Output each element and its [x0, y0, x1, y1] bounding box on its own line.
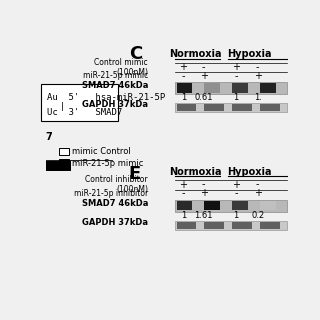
Text: Hypoxia: Hypoxia [227, 49, 272, 60]
Text: |: | [49, 102, 65, 111]
Bar [232, 83, 248, 93]
Text: 1.: 1. [254, 93, 262, 102]
Text: C: C [129, 44, 142, 62]
Text: 0.2: 0.2 [251, 211, 264, 220]
Bar [232, 222, 252, 229]
Bar [177, 201, 192, 211]
Bar [177, 222, 196, 229]
Text: Uc  3'   SMAD7: Uc 3' SMAD7 [47, 108, 123, 117]
Text: -: - [181, 188, 185, 198]
Bar [175, 200, 287, 212]
Bar [232, 104, 252, 111]
Text: +: + [254, 71, 262, 81]
Text: E: E [128, 165, 140, 183]
Text: +: + [179, 180, 187, 189]
Text: 1: 1 [181, 211, 186, 220]
Bar [175, 221, 287, 230]
Text: Normoxia: Normoxia [169, 49, 221, 60]
Text: Control mimic
(100nM): Control mimic (100nM) [94, 58, 148, 77]
Bar [46, 161, 71, 172]
Bar [204, 201, 220, 211]
Bar [232, 201, 248, 211]
FancyBboxPatch shape [41, 84, 118, 121]
Text: -: - [202, 62, 205, 72]
Text: -: - [256, 62, 260, 72]
Text: -: - [181, 71, 185, 81]
Text: Au  5'   hsa-miR-21-5P: Au 5' hsa-miR-21-5P [47, 92, 166, 102]
Bar [175, 103, 287, 112]
Bar [204, 104, 224, 111]
Text: Control inhibitor
(100nM): Control inhibitor (100nM) [85, 175, 148, 194]
Text: +: + [200, 71, 208, 81]
Text: 1.61: 1.61 [195, 211, 213, 220]
Text: 0.61: 0.61 [195, 93, 213, 102]
Bar [260, 222, 280, 229]
Text: GAPDH 37kDa: GAPDH 37kDa [82, 100, 148, 109]
Text: GAPDH 37kDa: GAPDH 37kDa [82, 218, 148, 227]
Text: +: + [232, 62, 240, 72]
Text: 7: 7 [45, 132, 52, 142]
Bar [260, 201, 276, 211]
Text: -: - [234, 71, 238, 81]
Text: 1: 1 [181, 93, 186, 102]
Text: 1: 1 [233, 211, 238, 220]
Bar [260, 104, 280, 111]
Text: Hypoxia: Hypoxia [227, 167, 272, 177]
Bar [204, 222, 224, 229]
Bar [204, 83, 220, 93]
Text: +: + [232, 180, 240, 189]
Text: miR-21-5p inhibitor: miR-21-5p inhibitor [74, 189, 148, 198]
Text: -: - [256, 180, 260, 189]
Text: Normoxia: Normoxia [169, 167, 221, 177]
Text: miR-21-5p mimic: miR-21-5p mimic [83, 71, 148, 80]
Bar [260, 83, 276, 93]
Text: -: - [202, 180, 205, 189]
Text: +: + [200, 188, 208, 198]
Text: -: - [234, 188, 238, 198]
Legend: mimic Control, miR-21-5p mimic: mimic Control, miR-21-5p mimic [59, 147, 144, 168]
Bar [177, 83, 192, 93]
Bar [177, 104, 196, 111]
Bar [175, 82, 287, 94]
Text: SMAD7 46kDa: SMAD7 46kDa [82, 81, 148, 90]
Text: 1: 1 [233, 93, 238, 102]
Text: SMAD7 46kDa: SMAD7 46kDa [82, 199, 148, 208]
Text: +: + [254, 188, 262, 198]
Text: +: + [179, 62, 187, 72]
